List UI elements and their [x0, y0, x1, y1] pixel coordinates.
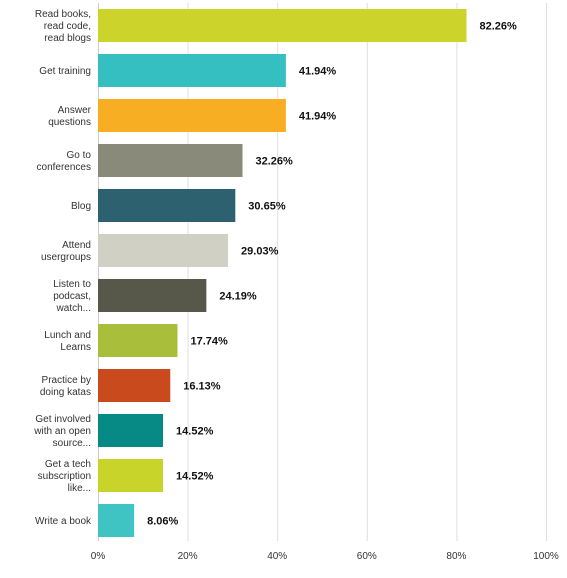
bar: [98, 504, 135, 537]
x-tick-label: 80%: [446, 551, 466, 562]
category-label-line: Get a tech: [45, 459, 91, 470]
category-label-line: source...: [53, 438, 91, 449]
value-labels: 82.26% 41.94% 41.94% 32.26% 30.65% 29.03% 24.1…: [147, 21, 517, 528]
x-tick-label: 100%: [533, 551, 559, 562]
x-tick-label: 20%: [178, 551, 198, 562]
category-label-line: like...: [68, 483, 91, 494]
bar: [98, 144, 243, 177]
category-label-line: read code,: [44, 21, 91, 32]
category-label-line: Get training: [39, 66, 91, 77]
category-label-line: subscription: [38, 471, 91, 482]
x-tick-label: 0%: [91, 551, 106, 562]
value-label: 8.06%: [147, 516, 178, 528]
category-label-line: questions: [48, 117, 91, 128]
category-label: Listen to podcast, watch...: [53, 279, 91, 314]
value-label: 41.94%: [299, 111, 337, 123]
category-label-line: Lunch and: [44, 330, 91, 341]
value-label: 16.13%: [183, 381, 221, 393]
bar: [98, 324, 178, 357]
bar: [98, 54, 286, 87]
bar: [98, 369, 171, 402]
category-label-line: podcast,: [53, 291, 91, 302]
category-label-line: Learns: [60, 342, 91, 353]
bar: [98, 189, 236, 222]
bar: [98, 9, 467, 42]
bar: [98, 279, 207, 312]
category-label-line: conferences: [37, 162, 91, 173]
value-label: 14.52%: [176, 426, 214, 438]
value-label: 41.94%: [299, 66, 337, 78]
x-tick-label: 40%: [267, 551, 287, 562]
category-label-line: doing katas: [40, 387, 91, 398]
value-label: 14.52%: [176, 471, 214, 483]
category-label-line: Blog: [71, 201, 91, 212]
value-label: 30.65%: [248, 201, 286, 213]
category-label-line: with an open: [33, 426, 91, 437]
category-label-line: Attend: [62, 240, 91, 251]
category-label: Lunch and Learns: [44, 330, 91, 353]
bar: [98, 459, 164, 492]
category-label-line: Practice by: [42, 375, 91, 386]
category-label-line: Listen to: [53, 279, 91, 290]
category-label-line: Read books,: [35, 9, 91, 20]
category-label: Get training: [39, 66, 91, 77]
category-label-line: read blogs: [44, 33, 91, 44]
bar: [98, 234, 229, 267]
value-label: 17.74%: [190, 336, 228, 348]
value-label: 82.26%: [480, 21, 518, 33]
category-label-line: Go to: [67, 150, 92, 161]
category-labels: Read books, read code, read blogs Get train…: [33, 9, 92, 527]
category-label: Go to conferences: [37, 150, 92, 173]
category-label: Get involved with an open source...: [33, 414, 91, 449]
value-label: 32.26%: [256, 156, 294, 168]
category-label-line: Write a book: [35, 516, 92, 527]
category-label-line: Answer: [58, 105, 92, 116]
gridlines: [98, 3, 547, 541]
x-axis-ticks: 0% 20% 40% 60% 80% 100%: [91, 551, 559, 562]
x-tick-label: 60%: [357, 551, 377, 562]
category-label: Blog: [71, 201, 91, 212]
category-label-line: watch...: [56, 303, 91, 314]
category-label: Answer questions: [48, 105, 91, 128]
bar: [98, 99, 286, 132]
category-label-line: Get involved: [35, 414, 91, 425]
value-label: 24.19%: [219, 291, 257, 303]
category-label: Attend usergroups: [41, 240, 91, 263]
category-label: Write a book: [35, 516, 92, 527]
category-label: Read books, read code, read blogs: [35, 9, 91, 44]
bar: [98, 414, 164, 447]
category-label: Get a tech subscription like...: [38, 459, 91, 494]
category-label-line: usergroups: [41, 252, 91, 263]
value-label: 29.03%: [241, 246, 279, 258]
bars: [98, 9, 467, 537]
category-label: Practice by doing katas: [40, 375, 91, 398]
